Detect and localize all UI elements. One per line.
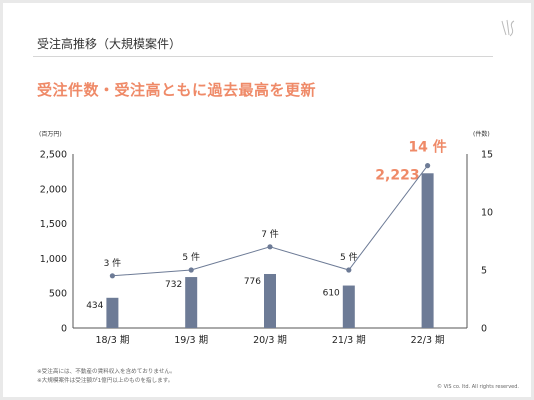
bar-value-label: 610 bbox=[323, 289, 340, 299]
line-point bbox=[188, 267, 194, 273]
x-tick-label: 22/3 期 bbox=[411, 335, 445, 346]
headline: 受注件数・受注高ともに過去最高を更新 bbox=[37, 81, 317, 99]
slide: 受注高推移（大規模案件） 受注件数・受注高ともに過去最高を更新 (百万円) (件数… bbox=[3, 3, 531, 397]
copyright: © ViS co. ltd. All rights reserved. bbox=[437, 384, 519, 390]
y-tick-label: 0 bbox=[61, 324, 67, 335]
bar-value-label: 776 bbox=[244, 277, 261, 287]
bar bbox=[342, 285, 355, 328]
combo-chart: (百万円) (件数) 0 500 1,000 1,500 2,000 2,500 0 5 10 15 1… bbox=[39, 130, 493, 346]
y-tick-label: 2,500 bbox=[40, 150, 67, 161]
y2-tick-label: 10 bbox=[481, 208, 493, 219]
y-axis-unit: (百万円) bbox=[39, 131, 62, 138]
line-point bbox=[109, 273, 115, 279]
line-value-label: 7 件 bbox=[261, 228, 279, 240]
bar-value-label: 732 bbox=[165, 280, 182, 290]
y-tick-label: 1,500 bbox=[40, 219, 67, 230]
bar bbox=[185, 277, 198, 328]
slide-title: 受注高推移（大規模案件） bbox=[37, 37, 182, 51]
bar bbox=[106, 297, 119, 328]
line-value-label: 3 件 bbox=[104, 257, 122, 269]
company-logo-icon bbox=[501, 19, 515, 37]
y-tick-label: 1,000 bbox=[40, 254, 67, 265]
bar bbox=[264, 273, 276, 328]
footnote-2: ※大規模案件は受注額が1億円以上のものを指します。 bbox=[37, 378, 174, 384]
footnote-1: ※受注高には、不動産の賃料収入を含めておりません。 bbox=[37, 369, 176, 375]
y2-tick-label: 5 bbox=[481, 266, 487, 277]
y2-tick-label: 15 bbox=[481, 150, 493, 161]
y-tick-label: 500 bbox=[49, 289, 67, 300]
bar-value-label: 2,223 bbox=[375, 167, 419, 183]
line-point bbox=[425, 163, 431, 169]
x-tick-label: 21/3 期 bbox=[332, 335, 366, 346]
y2-tick-label: 0 bbox=[481, 324, 487, 335]
line-value-label: 5 件 bbox=[340, 251, 358, 263]
bar-value-label: 434 bbox=[86, 301, 103, 311]
y2-axis-unit: (件数) bbox=[473, 130, 490, 138]
x-tick-label: 20/3 期 bbox=[253, 335, 287, 346]
bar bbox=[421, 173, 434, 328]
line-value-label: 14 件 bbox=[408, 139, 446, 156]
title-divider bbox=[33, 56, 493, 57]
x-tick-label: 18/3 期 bbox=[95, 335, 129, 346]
line-value-label: 5 件 bbox=[182, 251, 200, 263]
line-point bbox=[267, 244, 273, 250]
x-tick-label: 19/3 期 bbox=[174, 335, 208, 346]
y-tick-label: 2,000 bbox=[40, 184, 67, 195]
line-point bbox=[346, 267, 352, 273]
